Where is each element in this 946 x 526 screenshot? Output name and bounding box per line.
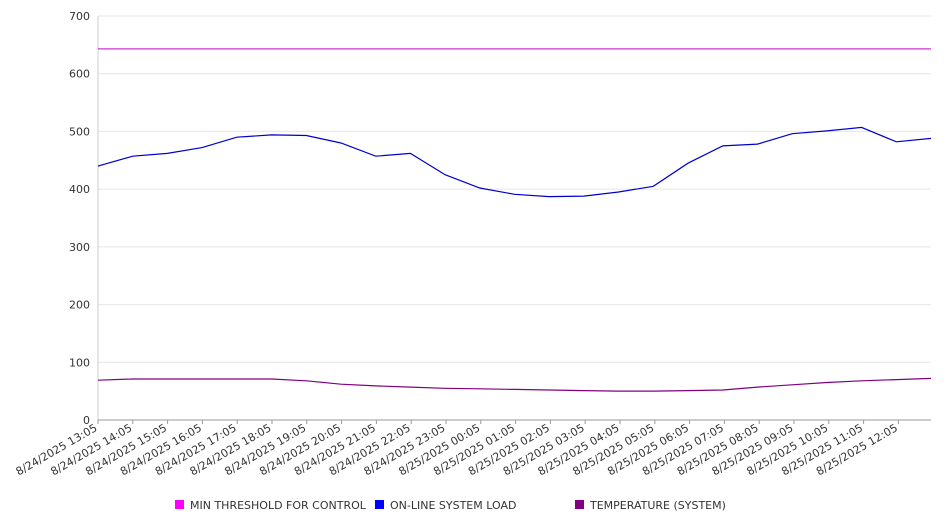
series-line xyxy=(97,126,932,198)
y-tick-label: 200 xyxy=(69,299,90,312)
y-axis-ticks: 0 100 200 300 400 500 600 700 xyxy=(69,10,90,427)
legend-swatch xyxy=(575,500,584,509)
grid-lines xyxy=(98,15,931,421)
axes xyxy=(97,16,931,421)
legend-label: MIN THRESHOLD FOR CONTROL xyxy=(190,499,367,512)
series-lines xyxy=(97,48,932,392)
y-tick-label: 100 xyxy=(69,356,90,369)
y-tick-label: 600 xyxy=(69,68,90,81)
y-tick-label: 700 xyxy=(69,10,90,23)
series-line xyxy=(97,377,932,392)
y-tick-label: 300 xyxy=(69,241,90,254)
y-tick-label: 400 xyxy=(69,183,90,196)
y-tick-label: 500 xyxy=(69,125,90,138)
legend-swatch xyxy=(175,500,184,509)
legend: MIN THRESHOLD FOR CONTROL ON-LINE SYSTEM … xyxy=(175,499,726,512)
legend-label: ON-LINE SYSTEM LOAD xyxy=(390,499,516,512)
legend-swatch xyxy=(375,500,384,509)
legend-label: TEMPERATURE (SYSTEM) xyxy=(589,499,726,512)
x-axis-ticks: 8/24/2025 13:058/24/2025 14:058/24/2025 … xyxy=(14,420,900,478)
y-tick-label: 0 xyxy=(83,414,90,427)
